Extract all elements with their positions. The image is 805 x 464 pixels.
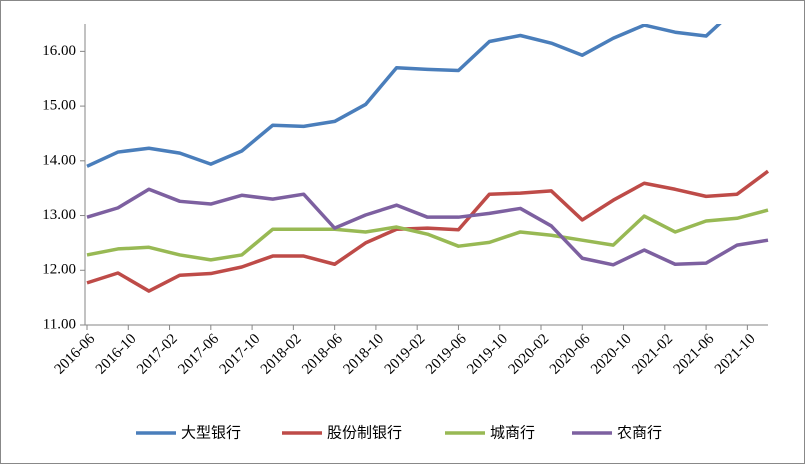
series-line — [86, 208, 769, 262]
plot-area — [86, 24, 770, 293]
series-line — [86, 169, 770, 293]
y-tick-label: 15.00 — [42, 98, 76, 114]
y-tick-label: 11.00 — [43, 316, 76, 332]
legend-label: 农商行 — [617, 424, 662, 442]
series-line — [86, 24, 722, 168]
y-tick-label: 14.00 — [42, 152, 76, 168]
legend-label: 城商行 — [490, 424, 535, 442]
legend-label: 股份制银行 — [327, 424, 402, 442]
y-tick-label: 13.00 — [42, 207, 76, 223]
y-tick-label: 16.00 — [42, 43, 76, 59]
series-line — [86, 187, 769, 267]
y-tick-label: 12.00 — [42, 262, 76, 278]
legend-label: 大型银行 — [181, 424, 241, 442]
